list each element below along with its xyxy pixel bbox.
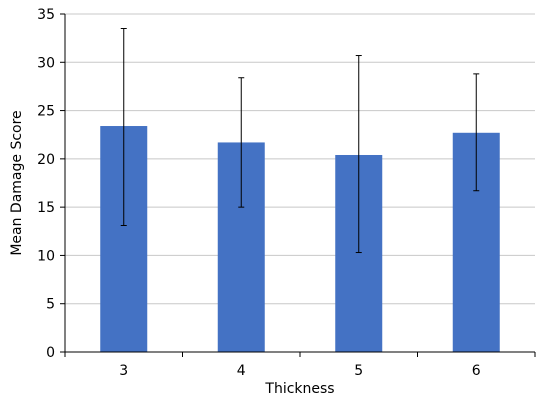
axes xyxy=(60,13,536,357)
y-tick-label-25: 25 xyxy=(37,104,55,120)
y-tick-label-0: 0 xyxy=(46,345,55,361)
y-tick-label-5: 5 xyxy=(46,297,55,313)
x-tick-labels: 3 4 5 6 xyxy=(119,363,481,379)
bars xyxy=(100,126,500,352)
x-tick-label-3: 3 xyxy=(119,363,128,379)
x-axis-title: Thickness xyxy=(264,381,334,397)
x-tick-label-5: 5 xyxy=(354,363,363,379)
y-tick-label-20: 20 xyxy=(37,152,55,168)
y-tick-label-30: 30 xyxy=(37,55,55,71)
error-bars xyxy=(120,27,480,254)
x-tick-label-6: 6 xyxy=(472,363,481,379)
y-tick-labels: 0 5 10 15 20 25 30 35 xyxy=(37,7,55,361)
y-tick-label-10: 10 xyxy=(37,248,55,264)
y-tick-label-35: 35 xyxy=(37,7,55,23)
y-tick-label-15: 15 xyxy=(37,200,55,216)
y-axis-title: Mean Damage Score xyxy=(9,110,25,255)
x-tick-label-4: 4 xyxy=(237,363,246,379)
